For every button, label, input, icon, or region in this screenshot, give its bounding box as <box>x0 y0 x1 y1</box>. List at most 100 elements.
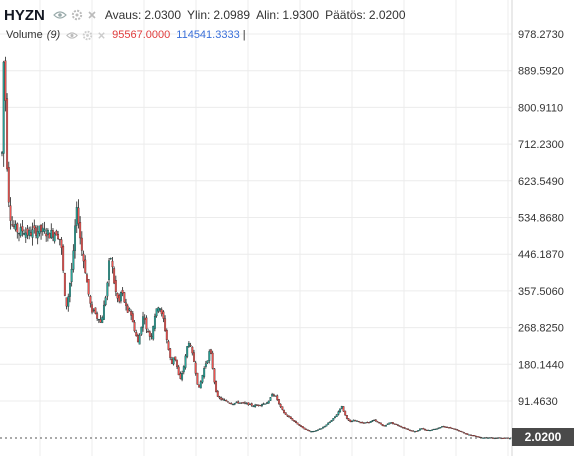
candle-down <box>395 423 398 425</box>
candle-down <box>257 404 260 406</box>
candle-down <box>276 395 279 400</box>
eye-icon[interactable] <box>66 31 79 40</box>
eye-icon[interactable] <box>52 10 67 20</box>
candle-down <box>52 230 54 238</box>
candle-down <box>447 427 450 429</box>
price-axis: 978.2730 889.5920 800.9110 712.2300 623.5490… <box>518 29 564 408</box>
candle-down <box>507 437 510 439</box>
high-label: Ylin: <box>187 8 211 22</box>
candle-down <box>164 318 167 331</box>
candle-up <box>339 408 342 412</box>
candle-up <box>28 230 31 236</box>
candle-up <box>271 394 274 397</box>
candle-down <box>354 420 357 422</box>
close-field: Päätös: 2.0200 <box>325 8 405 22</box>
gear-icon[interactable] <box>71 9 83 21</box>
candle-down <box>165 330 168 341</box>
candle-down <box>294 420 297 424</box>
candle-down <box>160 309 163 315</box>
gear-icon[interactable] <box>82 30 93 41</box>
candle-down <box>55 230 58 236</box>
candle-up <box>155 308 158 317</box>
y-tick-label: 623.5490 <box>518 176 564 188</box>
candle-down <box>301 426 304 429</box>
y-tick-label: 712.2300 <box>518 139 564 151</box>
candle-up <box>204 363 207 367</box>
candle-down <box>169 348 172 358</box>
candle-up <box>23 233 26 235</box>
candle-up <box>385 424 387 427</box>
candle-down <box>422 428 425 430</box>
candle-up <box>46 229 49 235</box>
candle-up <box>497 437 500 439</box>
candle-down <box>342 406 345 412</box>
candle-up <box>106 282 109 297</box>
candle-down <box>125 302 127 306</box>
candle-down <box>473 435 476 437</box>
candle-down <box>289 416 292 419</box>
candle-down <box>143 318 146 320</box>
candle-down <box>347 418 350 421</box>
candle-down <box>193 352 195 362</box>
candle-up <box>332 418 335 421</box>
candle-up <box>238 402 241 404</box>
candle-down <box>442 426 445 428</box>
candle-up <box>14 224 17 230</box>
candle-down <box>306 429 309 431</box>
candle-up <box>75 207 78 226</box>
candle-down <box>407 428 410 430</box>
chart-grid <box>0 0 512 456</box>
candle-up <box>435 428 438 430</box>
candle-up <box>72 250 75 270</box>
candle-down <box>85 274 88 283</box>
close-icon[interactable] <box>97 31 106 40</box>
candle-up <box>311 431 314 433</box>
candle-up <box>330 420 333 422</box>
close-label: Päätös: <box>325 8 366 22</box>
volume-legend: Volume (9) 95567.0000 114541.3333 | <box>6 28 246 42</box>
candle-up <box>74 225 77 251</box>
candle-down <box>60 239 63 248</box>
candle-up <box>420 428 423 430</box>
volume-value-1: 95567.0000 <box>112 29 171 41</box>
candle-up <box>223 399 226 402</box>
candle-down <box>194 362 197 374</box>
candle-up <box>206 360 209 364</box>
candle-down <box>135 331 138 337</box>
candle-down <box>305 428 308 430</box>
open-field: Avaus: 2.0300 <box>105 8 181 22</box>
candle-down <box>259 405 262 407</box>
low-value: 1.9300 <box>282 8 320 22</box>
candle-down <box>148 331 151 337</box>
candle-down <box>281 406 284 410</box>
y-tick-label: 268.8250 <box>518 323 564 335</box>
high-value: 2.0989 <box>213 8 251 22</box>
candle-down <box>126 305 129 313</box>
candle-down <box>415 430 418 433</box>
candle-down <box>179 373 182 379</box>
candle-down <box>405 428 408 430</box>
y-tick-label: 800.9110 <box>518 102 563 114</box>
candle-down <box>471 435 474 437</box>
candle-up <box>260 404 263 407</box>
candle-up <box>208 351 211 361</box>
candle-down <box>62 245 65 271</box>
candle-up <box>390 422 393 424</box>
candle-down <box>293 420 296 422</box>
candle-down <box>359 422 362 424</box>
close-icon[interactable] <box>87 10 97 20</box>
candle-down <box>446 426 449 428</box>
candle-down <box>12 225 15 227</box>
candle-down <box>478 436 481 438</box>
candle-up <box>364 422 367 424</box>
candle-up <box>53 233 56 242</box>
candle-up <box>486 437 489 439</box>
candle-down <box>456 429 459 431</box>
candle-down <box>255 404 258 406</box>
candle-down <box>196 372 199 385</box>
candle-down <box>286 414 289 417</box>
candle-down <box>308 430 311 432</box>
candle-down <box>210 349 212 354</box>
volume-cursor-bar: | <box>242 29 246 41</box>
